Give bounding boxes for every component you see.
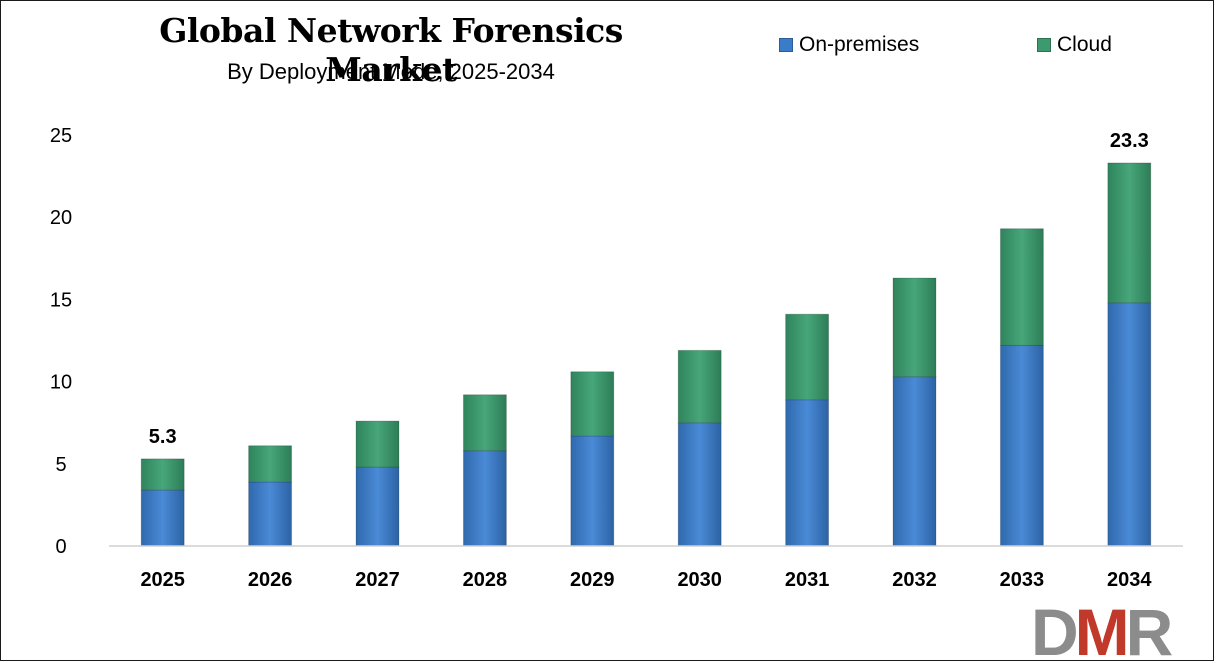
y-tick-label: 10 [50,372,72,394]
y-tick-label: 25 [50,125,72,147]
legend-swatch-cloud [1037,38,1051,52]
bar-on-premises-2027 [355,466,400,547]
bar-on-premises-2029 [570,435,615,547]
legend-swatch-on-premises [779,38,793,52]
x-tick-label: 2032 [892,569,937,591]
x-tick-label: 2029 [570,569,615,591]
legend-label-on-premises: On-premises [799,33,920,56]
svg-text:DMR: DMR [1031,599,1173,659]
y-tick-label: 0 [55,536,66,558]
bar-cloud-2030 [677,349,722,424]
dmr-logo: DMR [1031,599,1177,659]
legend-item-cloud: Cloud [1037,33,1112,57]
bar-cloud-2026 [248,445,293,483]
x-tick-label: 2031 [785,569,830,591]
x-tick-label: 2025 [140,569,185,591]
legend-item-on-premises: On-premises [779,33,919,57]
bar-cloud-2029 [570,371,615,437]
bar-on-premises-2034 [1107,302,1152,547]
bar-cloud-2031 [785,313,830,401]
chart-subtitle: By Deployment Mode, 2025-2034 [227,59,555,84]
y-tick-label: 20 [50,207,72,229]
bar-cloud-2027 [355,420,400,468]
bar-on-premises-2033 [999,344,1044,547]
x-tick-label: 2028 [463,569,508,591]
x-tick-label: 2026 [248,569,293,591]
x-tick-label: 2034 [1107,569,1152,591]
bar-series [140,162,1152,547]
x-axis-labels: 2025 2026 2027 2028 2029 2030 2031 2032 2033 2034 [140,569,1152,591]
bar-cloud-2025 [140,458,185,491]
data-label-total: 5.3 [149,426,177,448]
bar-on-premises-2030 [677,422,722,547]
x-tick-label: 2030 [677,569,722,591]
x-tick-label: 2027 [355,569,400,591]
bar-on-premises-2031 [785,399,830,547]
bar-cloud-2028 [462,394,507,452]
bar-on-premises-2025 [140,489,185,547]
data-labels: 5.3 23.3 [149,130,1149,448]
bar-on-premises-2028 [462,450,507,547]
bar-cloud-2034 [1107,162,1152,304]
bar-on-premises-2032 [892,376,937,547]
y-tick-label: 15 [50,289,72,311]
bar-cloud-2032 [892,277,937,378]
chart-title: Global Network Forensics Market [159,11,623,89]
y-tick-label: 5 [55,454,66,476]
y-axis-ticks: 0 5 10 15 20 25 [50,125,72,558]
bar-cloud-2033 [999,228,1044,346]
data-label-total: 23.3 [1110,130,1149,152]
bar-on-premises-2026 [248,481,293,547]
x-tick-label: 2033 [1000,569,1045,591]
legend-label-cloud: Cloud [1057,33,1112,56]
